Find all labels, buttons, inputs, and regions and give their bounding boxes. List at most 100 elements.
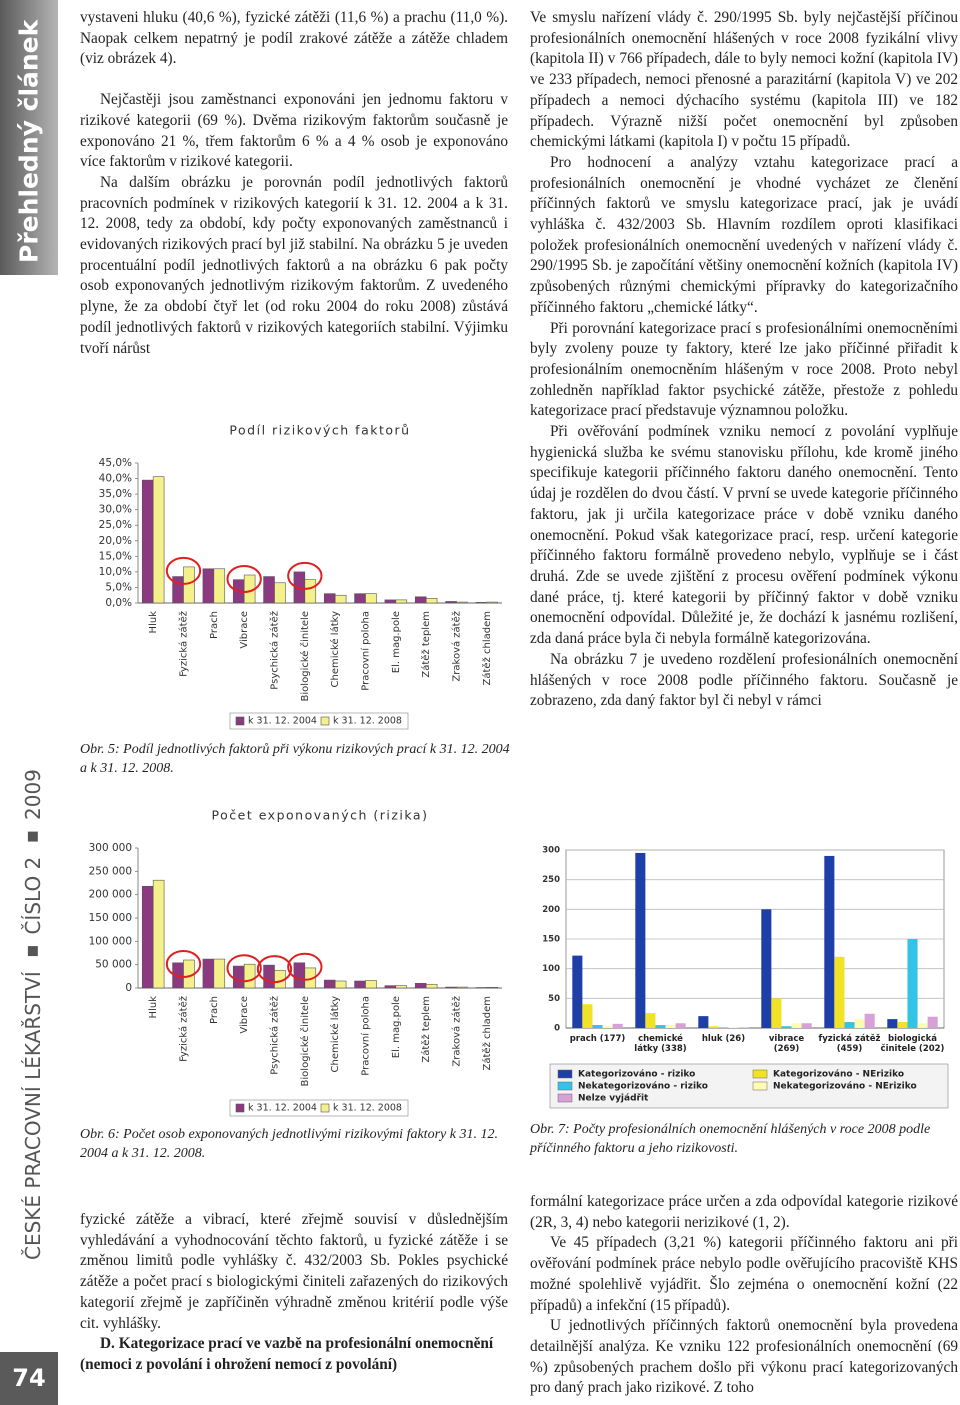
bar [425,598,438,604]
y-tick-label: 250 000 [89,865,132,877]
bar [445,601,457,604]
highlight-circle [165,950,202,978]
x-tick-label: Prach [209,611,220,639]
x-tick-label: Zraková zátěž [451,611,463,682]
legend-swatch [557,1081,573,1091]
x-tick-label: Zátěž chladem [481,611,493,685]
chart-title: Počet exponovaných (rizika) [212,808,429,823]
bar [917,1023,928,1028]
legend-swatch [557,1069,573,1079]
bar [572,955,583,1028]
legend-swatch [752,1081,768,1091]
x-tick-label-line: činitele (202) [881,1043,945,1054]
x-tick-label: Zátěž teplem [420,611,432,678]
bar [486,987,499,989]
x-tick-label: Biologické činitele [299,611,311,701]
bar [274,582,286,604]
right-column-bottom: formální kategorizace práce určen a zda … [530,1192,958,1399]
y-tick-label: 50 000 [95,959,132,971]
paragraph: Při porovnání kategorizace prací s profe… [530,319,958,420]
bar [475,602,488,604]
paragraph: U jednotlivých příčinných faktorů onemoc… [530,1317,958,1397]
y-tick-label: 0,0% [105,597,132,609]
y-tick-label: 300 [542,846,560,856]
y-tick-label: 30,0% [99,504,132,516]
y-tick-label: 20,0% [99,535,132,547]
legend-label: Kategorizováno - NEriziko [773,1070,904,1080]
bar [354,980,366,989]
bar [141,479,154,604]
bar [304,967,317,989]
bar [708,1026,719,1028]
x-tick-label: Psychická zátěž [269,611,281,690]
highlight-circle [287,952,323,981]
x-tick-label-line: fyzická zátěž [819,1033,881,1044]
bar [172,576,184,604]
section-label: Přehledný článek [14,19,44,263]
highlight-circle [165,556,202,585]
bar [334,594,347,604]
bar [718,1027,729,1028]
right-column-top: Ve smyslu nařízení vlády č. 290/1995 Sb.… [530,8,958,712]
x-tick-label: prach (177) [570,1034,626,1044]
x-tick-label: Fyzická zátěž [178,996,190,1062]
x-tick-label: Vibrace [239,611,250,649]
chart-title: Podíl rizikových faktorů [229,423,410,438]
x-tick-label: vibrace (269) [769,1034,805,1054]
bar [592,1025,603,1028]
figure-5-chart: Podíl rizikových faktorů 0,0% 5,0% 10,0% 15,… [99,423,502,730]
figure-7-chart: 0 50 100 150 200 250 300 prach (177) chemické lát… [542,846,949,1109]
x-tick-label: Fyzická zátěž [178,611,190,677]
y-tick-label: 300 000 [89,842,132,854]
legend-frame [229,712,409,730]
caption: Obr. 6: Počet osob exponovaných jednotli… [80,1127,498,1161]
y-tick-label: 50 [548,994,560,1004]
bar [602,1026,613,1028]
x-tick-label: Pracovní poloha [360,611,372,691]
bar [791,1023,802,1028]
y-tick-label: 200 [542,905,560,915]
legend-label: k 31. 12. 2004 [248,1103,317,1114]
legend-swatch [235,716,245,726]
legend-frame [549,1063,949,1109]
x-tick-label-line: prach (177) [570,1034,626,1044]
bar [395,985,408,989]
x-tick-label-line: hluk (26) [702,1034,745,1044]
paragraph: vystaveni hluku (40,6 %), fyzické zátěži… [80,9,508,68]
bar [414,596,427,604]
y-tick-label: 0 [125,982,132,994]
legend-label: Nekategorizováno - riziko [578,1082,708,1092]
bar [141,885,154,989]
y-tick-label: 150 000 [89,912,132,924]
bar [323,593,336,604]
x-tick-label: Vibrace [239,996,250,1034]
y-tick-label: 10,0% [99,566,132,578]
legend-swatch [557,1093,573,1103]
y-tick-label: 100 [542,964,560,974]
y-tick-label: 15,0% [99,550,132,562]
x-tick-label-line: (459) [837,1044,863,1054]
bar [486,601,499,604]
bar [365,593,377,604]
bar [395,599,408,604]
bar [655,1025,666,1028]
legend-swatch [235,1103,245,1113]
bar [728,1027,739,1028]
x-tick-label: chemické látky (338) [634,1033,686,1054]
bar [365,980,377,989]
bar [425,983,438,989]
bar [354,593,366,604]
caption: Obr. 5: Podíl jednotlivých faktorů při v… [80,742,510,776]
x-tick-label: biologická činitele (202) [881,1034,945,1054]
bar [665,1025,676,1028]
x-tick-label: Zátěž chladem [481,996,493,1070]
x-tick-label: Hluk [148,996,159,1019]
x-tick-label-line: chemické [638,1033,683,1044]
bar [243,963,256,989]
bar [334,980,347,989]
y-tick-label: 35,0% [99,488,132,500]
section-heading: D. Kategorizace prací ve vazbě na profes… [80,1335,494,1373]
x-tick-label: Prach [209,996,220,1024]
legend-label: Kategorizováno - riziko [578,1070,695,1080]
bar [675,1023,686,1028]
